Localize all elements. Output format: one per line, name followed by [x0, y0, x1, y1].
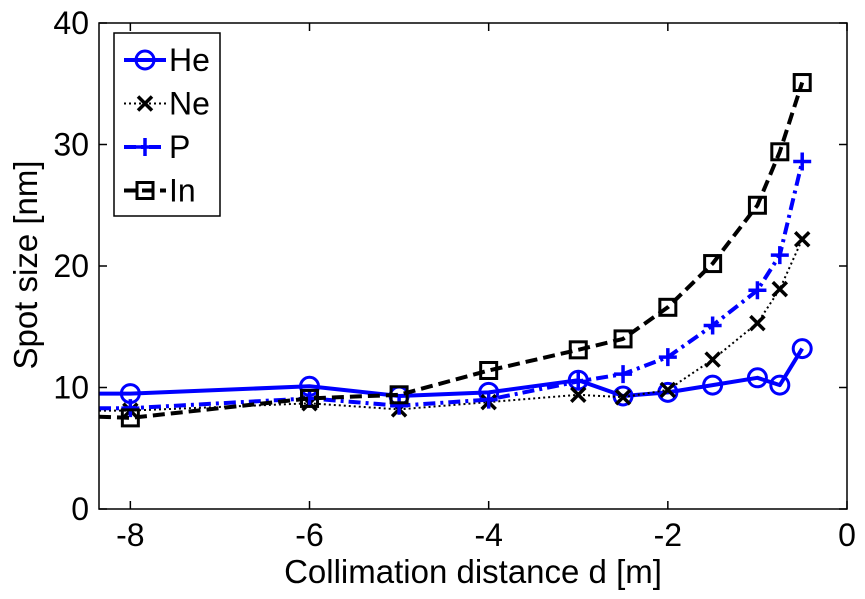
y-axis-label: Spot size [nm] — [7, 160, 44, 369]
legend-item-he: He — [124, 42, 210, 78]
y-tick-label: 30 — [53, 127, 89, 163]
legend-item-p: P — [124, 129, 190, 165]
point-in-3 — [389, 385, 409, 405]
point-ne-11 — [793, 231, 811, 248]
point-p-6 — [614, 365, 633, 384]
legend-label: He — [169, 42, 210, 78]
point-he-9 — [746, 367, 768, 389]
point-ne-6 — [614, 388, 632, 406]
legend-box — [113, 32, 221, 217]
point-in-6 — [613, 329, 633, 349]
point-p-8 — [703, 316, 722, 335]
point-in-5 — [568, 340, 588, 360]
point-ne-9 — [749, 314, 766, 332]
point-in-10 — [770, 142, 790, 162]
point-in-7 — [658, 297, 678, 317]
legend-label: Ne — [169, 86, 210, 122]
point-in-4 — [479, 360, 499, 380]
point-in-8 — [703, 254, 723, 274]
point-ne-8 — [704, 351, 721, 368]
series-in — [99, 73, 812, 428]
x-tick-label: -4 — [474, 517, 502, 553]
legend-label: P — [169, 129, 190, 165]
y-tick-label: 10 — [53, 370, 89, 406]
y-tick-label: 40 — [53, 5, 89, 41]
legend: He Ne P In — [113, 32, 221, 217]
legend-item-ne: Ne — [124, 86, 210, 122]
point-in-9 — [747, 195, 767, 215]
point-p-4 — [479, 390, 498, 409]
y-tick-label: 20 — [53, 248, 89, 284]
legend-label: In — [169, 173, 196, 209]
point-ne-5 — [570, 386, 587, 404]
plot-area — [99, 23, 847, 509]
point-p-3 — [390, 396, 409, 415]
point-in-1 — [120, 408, 140, 428]
legend-marker — [134, 49, 156, 71]
y-tick-label: 0 — [71, 491, 89, 527]
series-line-ne — [99, 238, 804, 412]
point-p-9 — [748, 281, 767, 300]
point-p-10 — [770, 246, 789, 265]
point-ne-7 — [659, 381, 677, 399]
series-line-in — [99, 81, 805, 420]
legend-marker — [135, 181, 155, 200]
x-tick-label: 0 — [838, 517, 856, 553]
point-p-11 — [793, 152, 812, 171]
point-ne-10 — [771, 280, 789, 298]
x-tick-label: -2 — [654, 517, 682, 553]
axes-layer: -8 -6 -4 -2 0 0 10 20 30 40 — [53, 5, 855, 553]
point-p-5 — [569, 372, 588, 391]
point-p-7 — [658, 348, 677, 367]
point-in-2 — [300, 388, 320, 408]
point-in-11 — [792, 73, 812, 93]
point-he-8 — [702, 374, 724, 396]
x-tick-label: -8 — [116, 517, 144, 553]
point-he-11 — [791, 338, 813, 360]
series-line-he — [99, 347, 804, 398]
x-axis-label: Collimation distance d [m] — [284, 553, 662, 590]
point-he-10 — [769, 374, 791, 396]
plot-background — [99, 23, 847, 509]
legend-item-in: In — [124, 173, 196, 209]
legend-marker — [136, 95, 154, 112]
point-p-1 — [121, 399, 140, 418]
series-layer — [99, 73, 813, 428]
x-tick-label: -6 — [295, 517, 323, 553]
legend-marker — [136, 138, 154, 156]
